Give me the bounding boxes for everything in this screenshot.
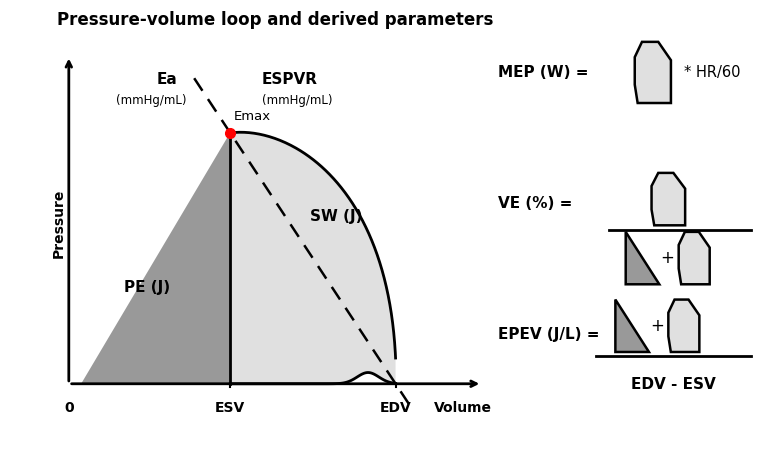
Text: VE (%) =: VE (%) = [498, 196, 572, 211]
Text: Pressure-volume loop and derived parameters: Pressure-volume loop and derived paramet… [57, 11, 493, 30]
Text: EDV - ESV: EDV - ESV [631, 377, 716, 392]
Polygon shape [616, 299, 649, 352]
Text: MEP (W) =: MEP (W) = [498, 65, 588, 80]
Text: EDV: EDV [380, 401, 411, 415]
Text: PE (J): PE (J) [125, 280, 170, 295]
Text: 0: 0 [64, 401, 74, 415]
Text: Emax: Emax [234, 110, 271, 123]
Text: SW (J): SW (J) [310, 209, 363, 224]
Text: ESV: ESV [215, 401, 245, 415]
Text: +: + [660, 249, 674, 267]
Text: Ea: Ea [157, 72, 178, 87]
Polygon shape [651, 173, 686, 225]
Polygon shape [635, 42, 671, 103]
Polygon shape [230, 132, 395, 384]
Text: Volume: Volume [433, 401, 492, 415]
Polygon shape [81, 133, 230, 384]
Text: EPEV (J/L) =: EPEV (J/L) = [498, 327, 600, 342]
Polygon shape [625, 232, 660, 284]
Text: (mmHg/mL): (mmHg/mL) [116, 94, 187, 107]
Text: Pressure: Pressure [52, 188, 66, 258]
Text: (mmHg/mL): (mmHg/mL) [261, 94, 332, 107]
Text: * HR/60: * HR/60 [684, 65, 740, 80]
Text: +: + [650, 317, 663, 335]
Polygon shape [679, 232, 710, 284]
Polygon shape [668, 299, 699, 352]
Text: ESPVR: ESPVR [261, 72, 318, 87]
